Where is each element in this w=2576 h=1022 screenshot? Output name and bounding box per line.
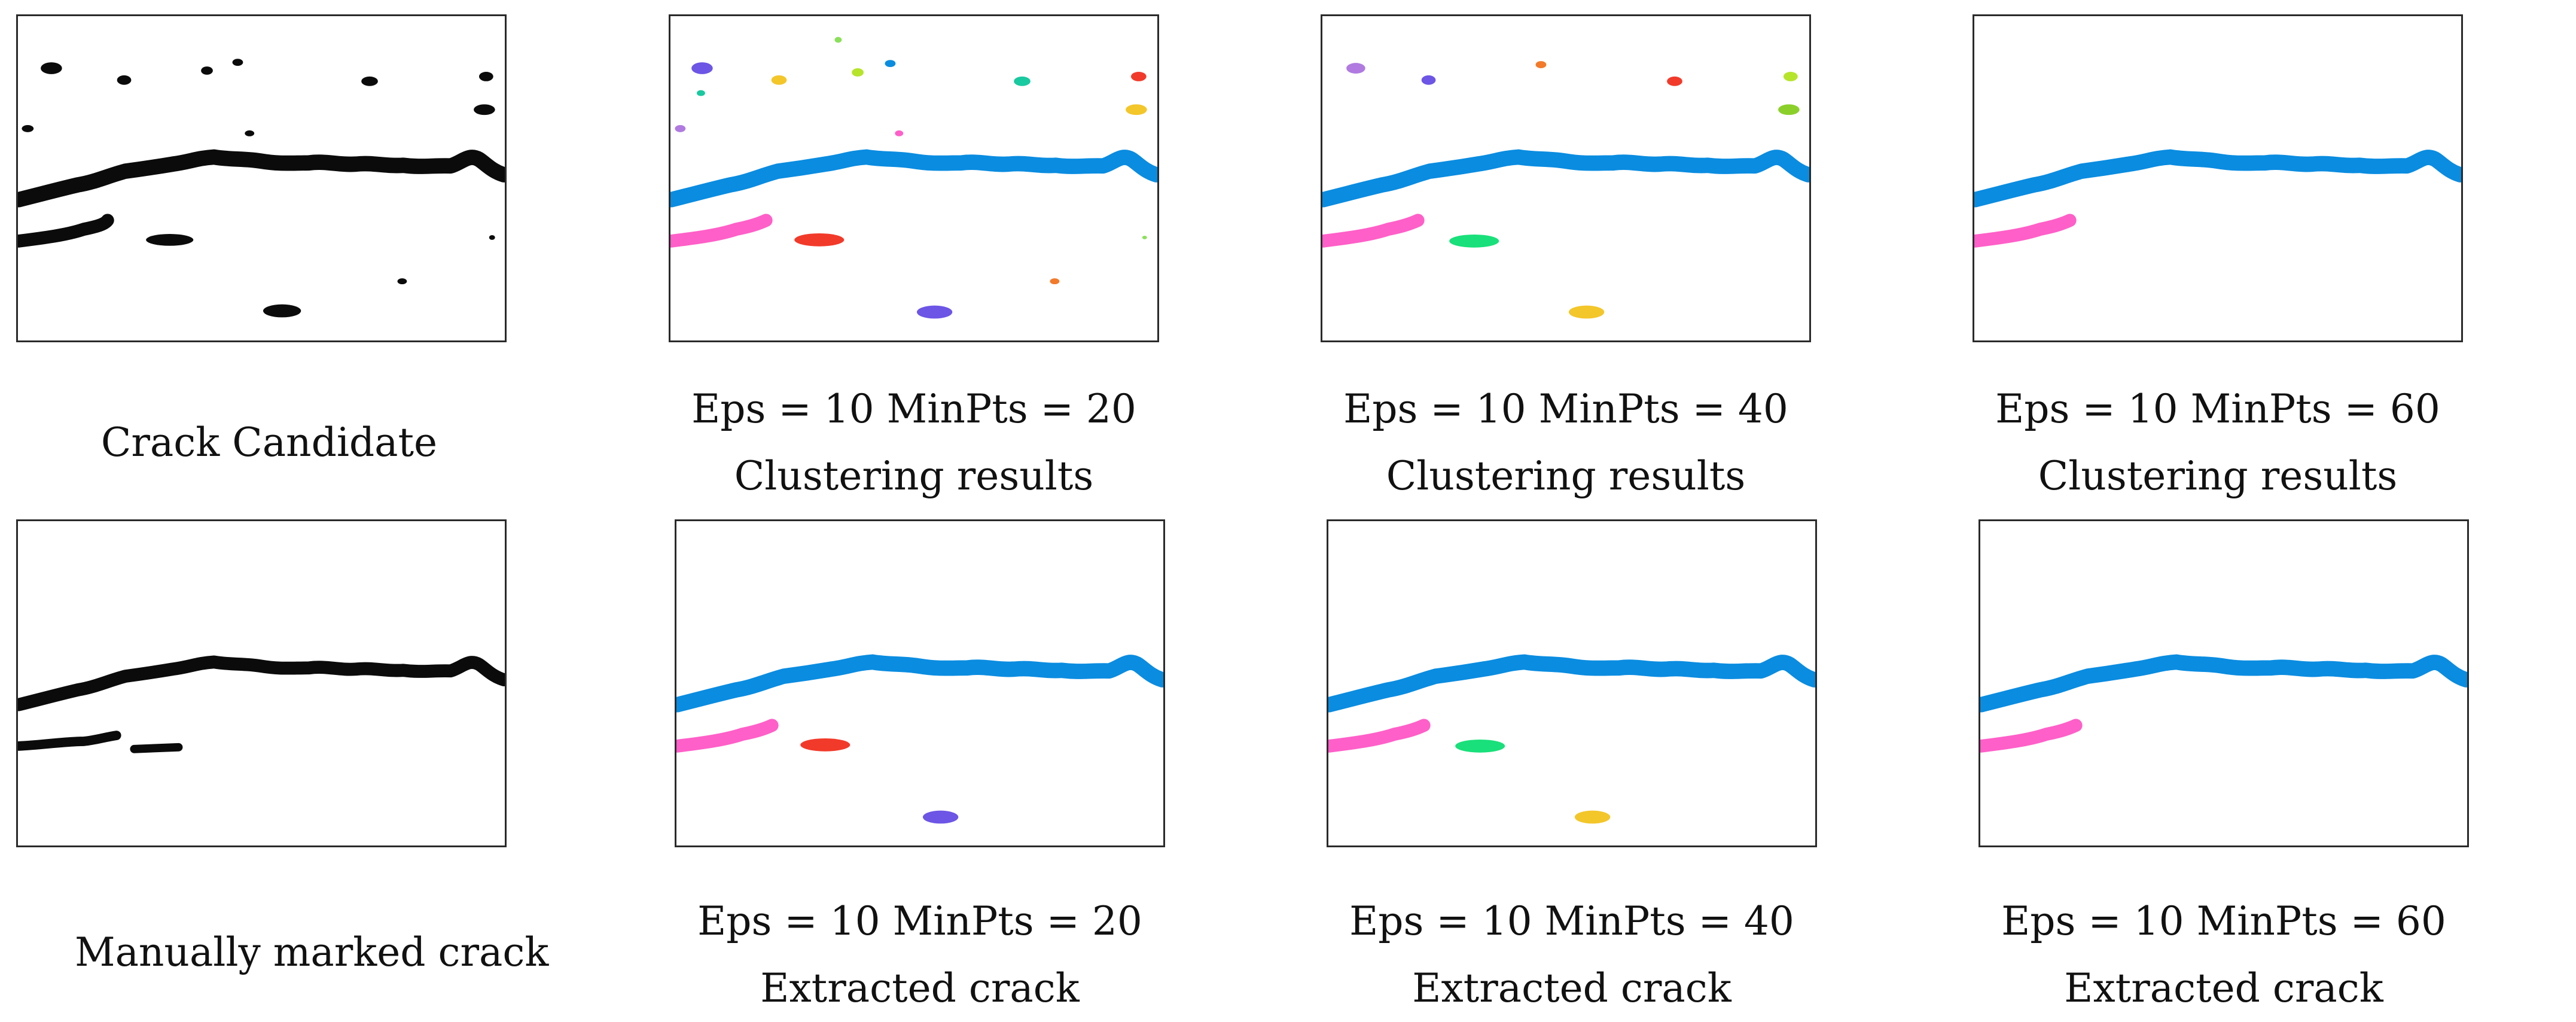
extracted-drawing-minpts-20	[676, 521, 1163, 824]
clustering-drawing-minpts-40	[1322, 61, 1809, 319]
caption-extracted-minpts-20: Eps = 10 MinPts = 20 Extracted crack	[697, 898, 1142, 1011]
manual-crack-drawing	[18, 521, 505, 753]
extracted-crack-minpts-20	[675, 519, 1165, 847]
extracted-drawing-minpts-60	[1980, 521, 2467, 845]
clustering-result-minpts-60	[1973, 14, 2463, 342]
clustering-drawing-minpts-20	[670, 36, 1157, 319]
crack-candidate-drawing	[18, 59, 505, 318]
extracted-crack-minpts-40	[1327, 519, 1817, 847]
caption-crack-candidate: Crack Candidate	[100, 419, 438, 466]
extracted-drawing-minpts-40	[1328, 521, 1815, 824]
crack-candidate-image	[16, 14, 507, 342]
clustering-result-minpts-20	[669, 14, 1159, 342]
clustering-result-minpts-40	[1321, 14, 1811, 342]
caption-extracted-minpts-60: Eps = 10 MinPts = 60 Extracted crack	[2001, 898, 2446, 1011]
caption-manually-marked-crack: Manually marked crack	[75, 929, 549, 975]
extracted-crack-minpts-60	[1979, 519, 2469, 847]
caption-extracted-minpts-40: Eps = 10 MinPts = 40 Extracted crack	[1349, 898, 1794, 1011]
caption-clustering-minpts-20: Eps = 10 MinPts = 20 Clustering results …	[691, 386, 1136, 566]
manually-marked-crack-image	[16, 519, 507, 847]
clustering-drawing-minpts-60	[1974, 16, 2461, 340]
